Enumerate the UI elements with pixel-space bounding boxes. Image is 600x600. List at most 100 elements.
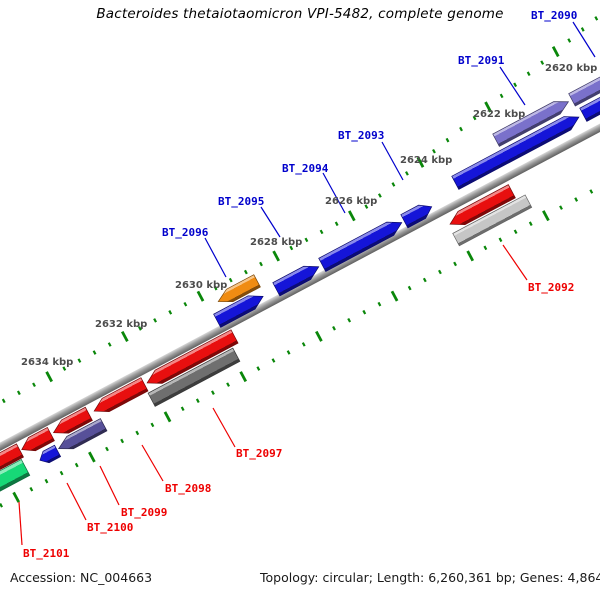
scale-tick-lower-minor — [407, 285, 412, 291]
gene-arrow-bt-2092[interactable] — [452, 194, 533, 247]
gene-arrow-unlabeled[interactable] — [0, 443, 24, 484]
scale-tick-upper-minor — [391, 182, 396, 187]
gene-arrow-bt-2094[interactable] — [318, 216, 406, 273]
scale-tick-upper-minor — [513, 82, 518, 88]
gene-arrow-unlabeled[interactable] — [144, 329, 239, 390]
status-bar: Accession: NC_004663 Topology: circular;… — [0, 562, 600, 600]
scale-tick-upper-minor — [567, 38, 572, 43]
scale-tick-lower-minor — [422, 277, 427, 283]
gene-arrow-unlabeled[interactable] — [50, 406, 93, 439]
scale-tick-lower-minor — [0, 503, 3, 508]
scale-tick-upper-minor — [445, 137, 450, 143]
scale-tick-lower-major — [466, 250, 475, 262]
topology-text: Topology: circular; Length: 6,260,361 bp… — [260, 570, 600, 585]
leader-line-bt-2091 — [499, 66, 526, 106]
scale-tick-lower-major — [315, 330, 323, 342]
scale-tick-lower-minor — [377, 301, 382, 307]
gene-arrow-bt-2097[interactable] — [147, 347, 241, 407]
scale-tick-upper-minor — [77, 358, 82, 363]
scale-tick-upper-major — [120, 330, 129, 342]
scale-tick-upper-major — [45, 371, 53, 383]
scale-tick-lower-minor — [271, 358, 276, 363]
gene-arrow-bt-2096[interactable] — [215, 274, 261, 308]
scale-tick-upper-minor — [540, 60, 545, 65]
scale-tick-lower-minor — [362, 309, 367, 315]
gene-label-bt-2094[interactable]: BT_2094 — [282, 162, 329, 175]
scale-tick-lower-major — [239, 371, 248, 383]
scale-tick-upper-minor — [459, 126, 463, 132]
scale-tick-lower-minor — [301, 342, 306, 347]
scale-tick-upper-minor — [153, 318, 157, 323]
scale-tick-upper-minor — [334, 221, 339, 227]
gene-arrow-bt-2100[interactable] — [37, 444, 62, 466]
gene-label-bt-2098[interactable]: BT_2098 — [165, 482, 212, 495]
scale-tick-upper-minor — [289, 245, 294, 251]
scale-tick-upper-minor — [319, 229, 324, 235]
leader-line-bt-2098 — [141, 444, 164, 482]
gene-label-bt-2096[interactable]: BT_2096 — [162, 226, 209, 239]
scale-tick-upper-minor — [364, 204, 369, 209]
gene-label-bt-2092[interactable]: BT_2092 — [528, 281, 575, 294]
scale-tick-upper-minor — [304, 237, 309, 243]
scale-tick-upper-minor — [32, 382, 36, 388]
scale-tick-lower-minor — [453, 261, 457, 267]
gene-label-bt-2097[interactable]: BT_2097 — [236, 447, 283, 460]
gene-arrow-unlabeled[interactable] — [213, 290, 267, 328]
scale-tick-upper-major — [416, 156, 425, 168]
scale-tick-upper-minor — [377, 193, 382, 198]
scale-label-2628-kbp: 2628 kbp — [250, 237, 303, 248]
scale-tick-upper-major — [551, 46, 560, 58]
scale-tick-lower-minor — [286, 350, 291, 355]
gene-arrow-bt-2090[interactable] — [568, 36, 600, 107]
gene-label-bt-2090[interactable]: BT_2090 — [531, 9, 578, 22]
gene-label-bt-2100[interactable]: BT_2100 — [87, 521, 134, 534]
gene-arrow-unlabeled[interactable] — [451, 110, 583, 190]
scale-tick-upper-minor — [432, 148, 436, 154]
scale-tick-upper-minor — [526, 71, 531, 76]
gene-arrow-unlabeled[interactable] — [579, 52, 600, 122]
scale-tick-upper-minor — [168, 310, 173, 315]
scale-label-2624-kbp: 2624 kbp — [400, 155, 453, 166]
leader-line-bt-2099 — [99, 465, 120, 506]
scale-tick-upper-minor — [259, 261, 263, 267]
scale-tick-lower-minor — [211, 390, 215, 395]
scale-tick-lower-minor — [120, 438, 125, 444]
scale-tick-lower-minor — [150, 422, 155, 428]
gene-arrow-bt-2101[interactable] — [0, 458, 31, 500]
gene-label-bt-2091[interactable]: BT_2091 — [458, 54, 505, 67]
gene-arrow-bt-2095[interactable] — [272, 260, 322, 297]
scale-tick-upper-minor — [499, 93, 504, 99]
scale-tick-lower-minor — [589, 189, 594, 194]
scale-tick-upper-minor — [405, 171, 409, 176]
genome-backbone[interactable] — [0, 72, 600, 469]
scale-tick-lower-minor — [483, 245, 488, 251]
scale-tick-lower-minor — [74, 462, 79, 468]
scale-label-2634-kbp: 2634 kbp — [21, 357, 74, 368]
gene-label-bt-2101[interactable]: BT_2101 — [23, 547, 70, 560]
scale-label-2620-kbp: 2620 kbp — [545, 63, 598, 74]
scale-tick-lower-major — [88, 451, 96, 463]
gene-arrow-unlabeled[interactable] — [447, 184, 516, 231]
gene-arrow-bt-2091[interactable] — [492, 96, 572, 147]
scale-tick-upper-major — [348, 210, 356, 222]
scale-tick-upper-minor — [183, 301, 188, 307]
scale-tick-lower-minor — [195, 398, 200, 404]
scale-tick-upper-minor — [228, 277, 233, 283]
gene-arrow-bt-2093[interactable] — [400, 200, 435, 229]
scale-tick-upper-minor — [62, 366, 67, 371]
gene-label-bt-2095[interactable]: BT_2095 — [218, 195, 265, 208]
scale-tick-lower-major — [12, 491, 21, 503]
gene-arrow-unlabeled[interactable] — [18, 426, 55, 456]
leader-line-bt-2095 — [260, 206, 281, 238]
scale-tick-upper-minor — [472, 115, 477, 121]
gene-arrow-bt-2098[interactable] — [91, 377, 149, 418]
gene-label-bt-2093[interactable]: BT_2093 — [338, 129, 385, 142]
leader-line-bt-2096 — [204, 237, 227, 278]
scale-tick-lower-major — [163, 411, 172, 423]
genome-title: Bacteroides thetaiotaomicron VPI-5482, c… — [96, 6, 504, 22]
scale-tick-lower-minor — [332, 326, 336, 331]
gene-arrow-bt-2099[interactable] — [55, 418, 108, 455]
gene-label-bt-2099[interactable]: BT_2099 — [121, 506, 168, 519]
